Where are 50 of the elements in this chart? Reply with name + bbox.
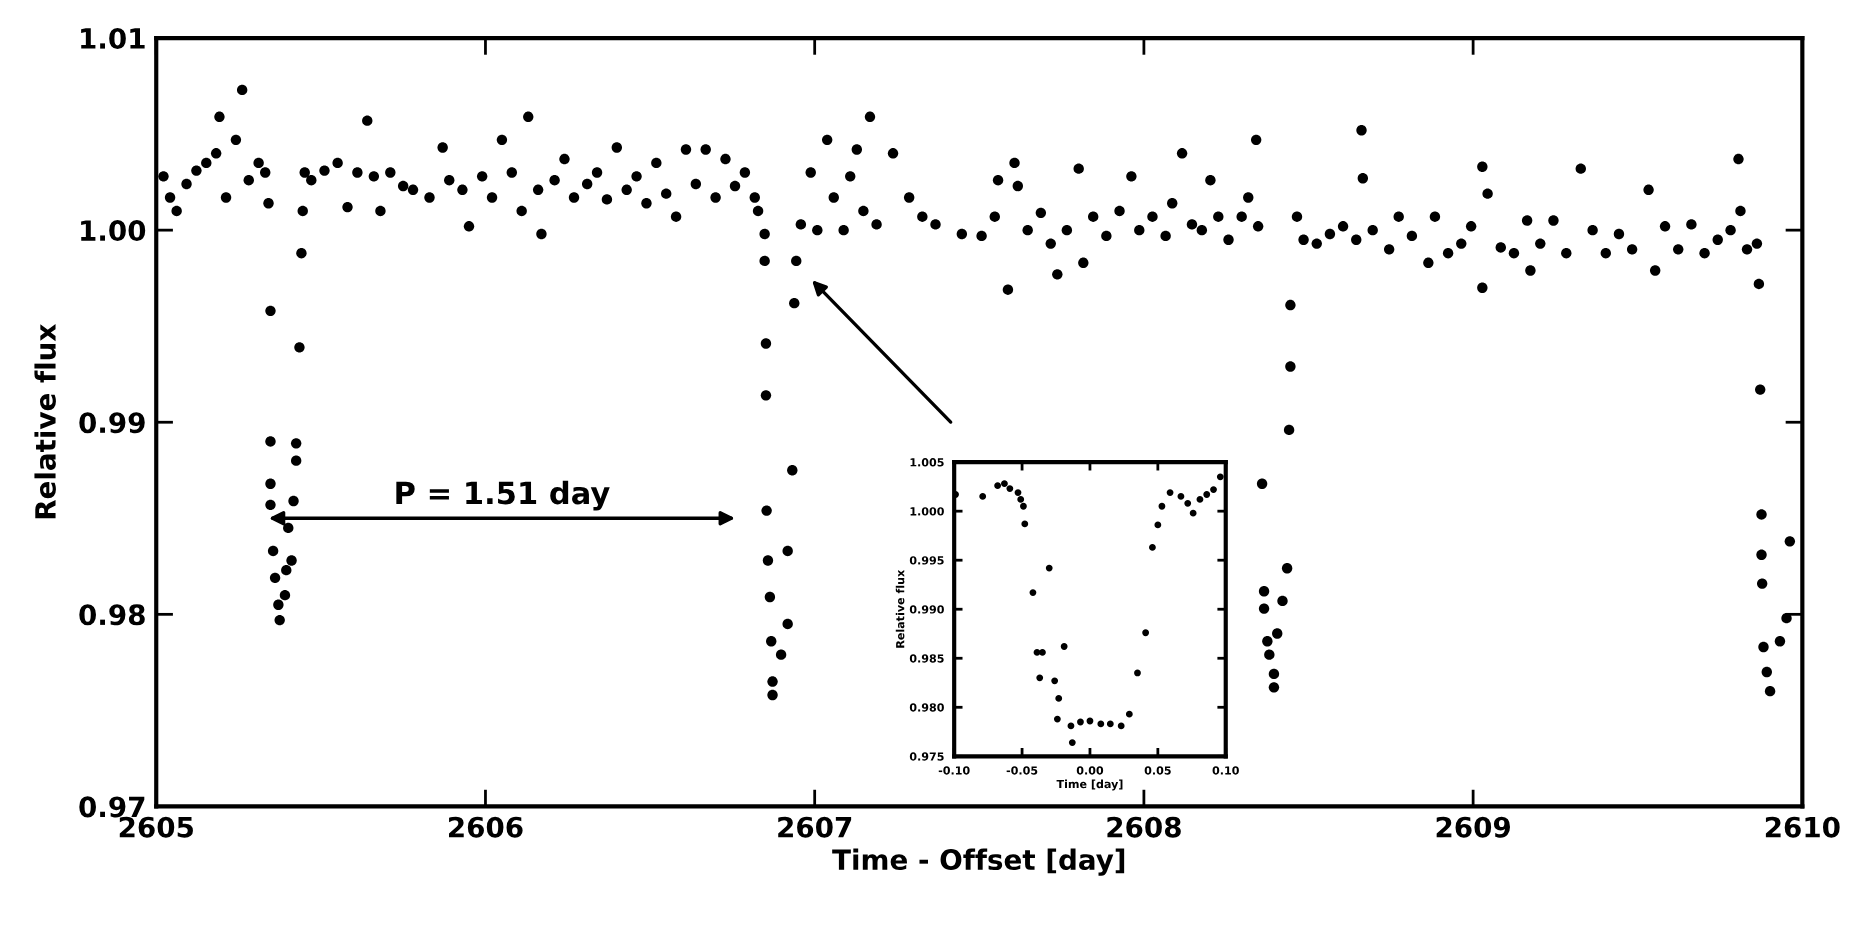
x-tick-label: 2609 xyxy=(1436,816,1510,838)
point xyxy=(1184,499,1192,507)
point xyxy=(1029,589,1037,596)
y-tick-label: 0.99 xyxy=(79,412,145,434)
point xyxy=(1053,715,1061,723)
point xyxy=(1020,502,1027,510)
point xyxy=(1149,544,1156,551)
y-axis-title: Relative flux xyxy=(34,324,56,519)
point xyxy=(1106,720,1114,728)
x-axis-title: Time - Offset [day] xyxy=(832,848,1125,876)
y-tick-label: 0.97 xyxy=(79,796,145,818)
y-tick-label: 1.00 xyxy=(81,220,146,242)
point xyxy=(1051,677,1059,685)
point xyxy=(1196,496,1204,503)
point xyxy=(1060,643,1068,650)
point xyxy=(1117,722,1125,730)
point xyxy=(1142,629,1150,637)
x-tick-label: 2608 xyxy=(1107,816,1181,838)
point xyxy=(1134,669,1141,677)
point xyxy=(1055,695,1063,702)
point xyxy=(1166,489,1174,496)
point xyxy=(1045,564,1053,572)
point xyxy=(1068,739,1076,746)
point xyxy=(1001,480,1008,488)
point xyxy=(979,493,987,500)
point xyxy=(1006,485,1014,493)
point xyxy=(1210,486,1217,493)
y-tick-label: 0.98 xyxy=(79,604,145,626)
x-tick-label: 2610 xyxy=(1765,816,1840,838)
point xyxy=(1154,521,1162,529)
point xyxy=(1097,720,1105,728)
point xyxy=(1177,493,1185,500)
point xyxy=(1203,491,1211,498)
point xyxy=(1189,509,1197,517)
x-tick-label: 2606 xyxy=(449,816,523,838)
point xyxy=(1014,489,1022,496)
point xyxy=(994,482,1002,490)
y-tick-label: 1.01 xyxy=(81,27,145,49)
point xyxy=(1077,718,1084,726)
point xyxy=(1017,496,1025,503)
point xyxy=(1036,674,1044,682)
point xyxy=(1125,710,1133,718)
annotation: P = 1.51 day xyxy=(396,480,610,511)
x-tick-label: 2605 xyxy=(119,816,193,838)
point xyxy=(1158,502,1166,510)
point xyxy=(1039,648,1046,656)
point xyxy=(1216,473,1224,481)
x-tick-label: 2607 xyxy=(778,816,852,838)
point xyxy=(1033,648,1041,656)
point xyxy=(1021,520,1029,528)
